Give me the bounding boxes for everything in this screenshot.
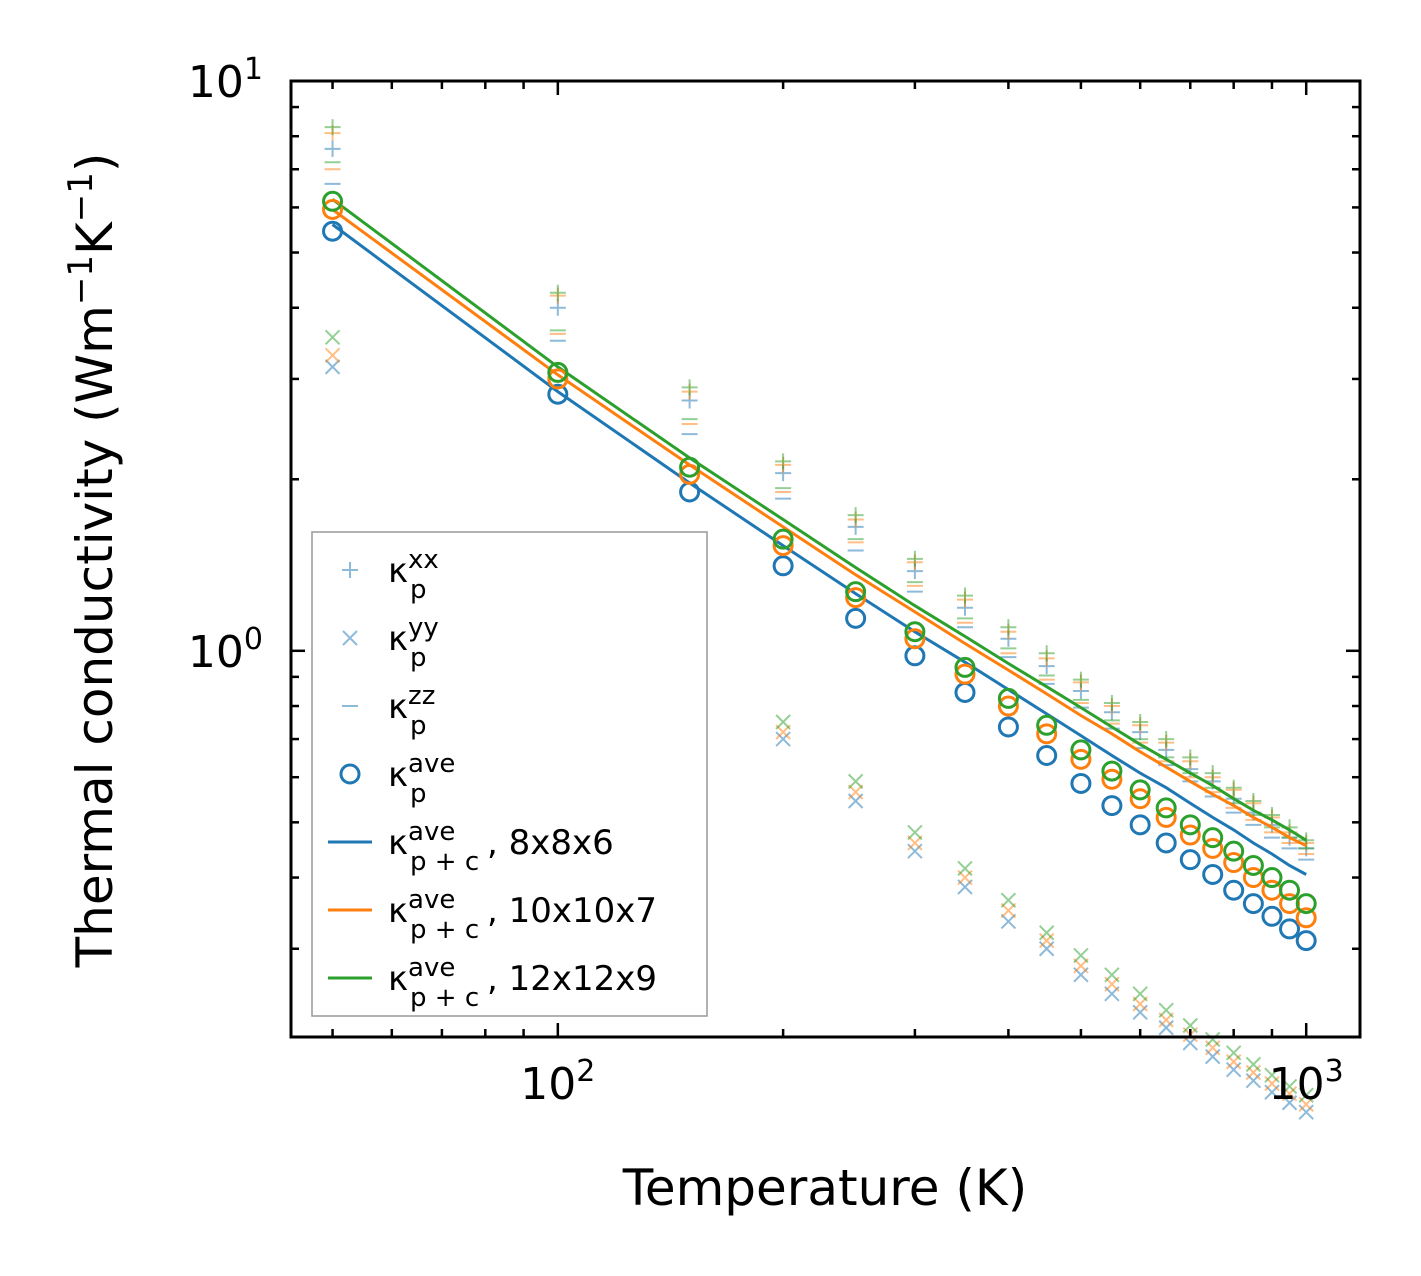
xx-point [1132, 714, 1148, 730]
ave-point [1181, 851, 1199, 869]
yy-point [849, 774, 863, 788]
xx-point [775, 453, 791, 469]
yy-point [776, 715, 790, 729]
y-tick-label: 100 [188, 622, 263, 678]
legend: κxx p κyy p κzz p κave p κave p + c, 8x8x6 κave p +… [312, 532, 707, 1016]
ave-point [1263, 907, 1281, 925]
xx-point [848, 507, 864, 523]
y-tick-label: 101 [188, 52, 263, 108]
ave-point [1281, 881, 1299, 899]
y-axis-label: Thermal conductivity (Wm−1K−1) [61, 153, 124, 969]
ave-point [1297, 932, 1315, 950]
ave-point [1204, 865, 1222, 883]
ave-point [1204, 829, 1222, 847]
yy-point [1246, 1074, 1260, 1088]
ave-point [681, 483, 699, 501]
yy-point [1227, 1063, 1241, 1077]
yy-point [1040, 942, 1054, 956]
ave-point [999, 718, 1017, 736]
ave-point [1072, 774, 1090, 792]
yy-point [908, 825, 922, 839]
xx-point [550, 285, 566, 301]
ave-point [1131, 816, 1149, 834]
ave-point [1263, 869, 1281, 887]
xx-point [682, 379, 698, 395]
xx-point [957, 588, 973, 604]
yy-point [1227, 1046, 1241, 1060]
xx-point [1182, 749, 1198, 765]
ave-point [1281, 920, 1299, 938]
ave-point [1244, 895, 1262, 913]
yy-point [958, 861, 972, 875]
ave-point [1157, 834, 1175, 852]
ave-point [1038, 747, 1056, 765]
thermal-conductivity-chart: 102 103 100 101 Temperature (K) Thermal con… [0, 0, 1421, 1276]
ave-point [1244, 856, 1262, 874]
xx-point [1226, 780, 1242, 796]
x-tick-label: 103 [1269, 1054, 1344, 1110]
yy-point [1040, 926, 1054, 940]
xx-point [325, 141, 341, 157]
xx-point [1073, 672, 1089, 688]
ave-point [1103, 797, 1121, 815]
xx-point [907, 551, 923, 567]
yy-point [1074, 948, 1088, 962]
ave-point [1225, 842, 1243, 860]
yy-point [1246, 1065, 1260, 1079]
yy-point [1159, 1003, 1173, 1017]
yy-point [1246, 1057, 1260, 1071]
legend-frame [312, 532, 707, 1016]
yy-point [1159, 1021, 1173, 1035]
x-tick-label: 102 [520, 1054, 595, 1110]
ave-point [847, 609, 865, 627]
ave-point [956, 683, 974, 701]
yy-point [326, 360, 340, 374]
xx-point [1205, 765, 1221, 781]
ave-point [906, 647, 924, 665]
ave-point [774, 557, 792, 575]
yy-point [1001, 893, 1015, 907]
xx-point [1104, 695, 1120, 711]
yy-point [326, 348, 340, 362]
yy-point [326, 330, 340, 344]
ave-point [1225, 881, 1243, 899]
yy-point [1105, 968, 1119, 982]
yy-point [1040, 934, 1054, 948]
yy-point [776, 732, 790, 746]
yy-point [1206, 1032, 1220, 1046]
x-axis-label: Temperature (K) [622, 1159, 1027, 1217]
yy-point [908, 844, 922, 858]
xx-point [1000, 619, 1016, 635]
yy-point [1133, 987, 1147, 1001]
xx-point [1158, 731, 1174, 747]
